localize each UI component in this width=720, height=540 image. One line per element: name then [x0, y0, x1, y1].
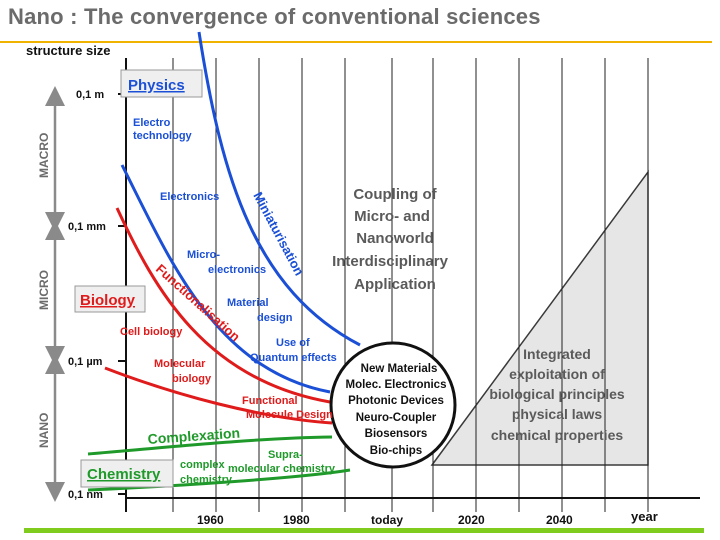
- x-axis-title: year: [631, 509, 658, 524]
- biology-label: Biology: [80, 292, 136, 309]
- biology-curve-upper: [115, 207, 331, 404]
- biology-item-molecular: biology: [172, 373, 212, 385]
- coupling-text: Nanoworld: [356, 230, 434, 247]
- physics-box: [120, 69, 203, 98]
- biology-item-functional: Molecule Design: [246, 409, 333, 421]
- circle-item: Biosensors: [365, 428, 428, 440]
- convergence-circle: [329, 341, 457, 469]
- physics-item-microelectronics: electronics: [208, 264, 266, 276]
- chemistry-box: [80, 459, 174, 488]
- triangle-text: exploitation of: [509, 366, 605, 382]
- physics-item-electronics: Electronics: [160, 191, 219, 203]
- x-tick-label: 2040: [546, 513, 573, 527]
- title-underline: [0, 41, 712, 43]
- physics-item-material-design: design: [257, 312, 293, 324]
- physics-item-microelectronics: Micro-: [187, 249, 220, 261]
- physics-curve-lower: [120, 164, 331, 394]
- x-tick-label: today: [371, 513, 403, 527]
- range-label-nano: NANO: [37, 413, 51, 448]
- physics-label: Physics: [128, 77, 185, 94]
- coupling-text: Interdisciplinary: [332, 253, 449, 270]
- biology-item-molecular: Molecular: [154, 358, 206, 370]
- physics-item-electrotech: Electro: [133, 117, 171, 129]
- coupling-text: Application: [354, 276, 436, 293]
- x-tick-label: 2020: [458, 513, 485, 527]
- triangle-text: physical laws: [512, 406, 602, 422]
- chemistry-curve-lower: [87, 468, 351, 492]
- triangle-text: Integrated: [523, 346, 591, 362]
- coupling-text: Micro- and: [354, 208, 430, 225]
- physics-item-quantum: Use of: [276, 337, 310, 349]
- chemistry-item-supramolecular: molecular chemistry: [228, 463, 336, 475]
- complexation-label: Complexation: [147, 425, 240, 447]
- page-title: Nano : The convergence of conventional s…: [8, 4, 541, 29]
- y-tick-label: 0,1 m: [76, 89, 104, 101]
- range-label-macro: MACRO: [37, 133, 51, 178]
- chemistry-item-supramolecular: Supra-: [268, 449, 303, 461]
- circle-item: Bio-chips: [370, 445, 422, 457]
- coupling-text: Coupling of: [353, 186, 437, 203]
- chemistry-label: Chemistry: [87, 466, 161, 483]
- physics-curve-upper: [197, 31, 361, 347]
- circle-item: Photonic Devices: [348, 395, 444, 407]
- circle-item: Molec. Electronics: [346, 379, 447, 391]
- biology-curve-lower: [104, 366, 333, 425]
- y-tick-label: 0,1 nm: [68, 489, 103, 501]
- biology-item-functional: Functional: [242, 395, 298, 407]
- chemistry-item-complex: chemistry: [180, 474, 233, 486]
- chemistry-curve-upper: [87, 435, 333, 456]
- triangle-text: biological principles: [489, 386, 625, 402]
- circle-item: ...: [391, 459, 401, 471]
- range-label-micro: MICRO: [37, 270, 51, 310]
- footer-rule: [24, 528, 704, 533]
- x-tick-label: 1960: [197, 513, 224, 527]
- y-tick-label: 0,1 mm: [68, 221, 106, 233]
- physics-item-electrotech: technology: [133, 130, 193, 142]
- circle-item: New Materials: [361, 363, 438, 375]
- y-axis-title: structure size: [26, 43, 111, 58]
- physics-item-quantum: Quantum effects: [250, 352, 337, 364]
- physics-item-material-design: Material: [227, 297, 269, 309]
- x-tick-label: 1980: [283, 513, 310, 527]
- biology-box: [74, 285, 146, 313]
- chemistry-item-complex: complex: [180, 459, 226, 471]
- triangle-text: chemical properties: [491, 427, 623, 443]
- biology-item-cell: Cell biology: [120, 326, 183, 338]
- y-tick-label: 0,1 µm: [68, 356, 103, 368]
- circle-item: Neuro-Coupler: [356, 412, 437, 424]
